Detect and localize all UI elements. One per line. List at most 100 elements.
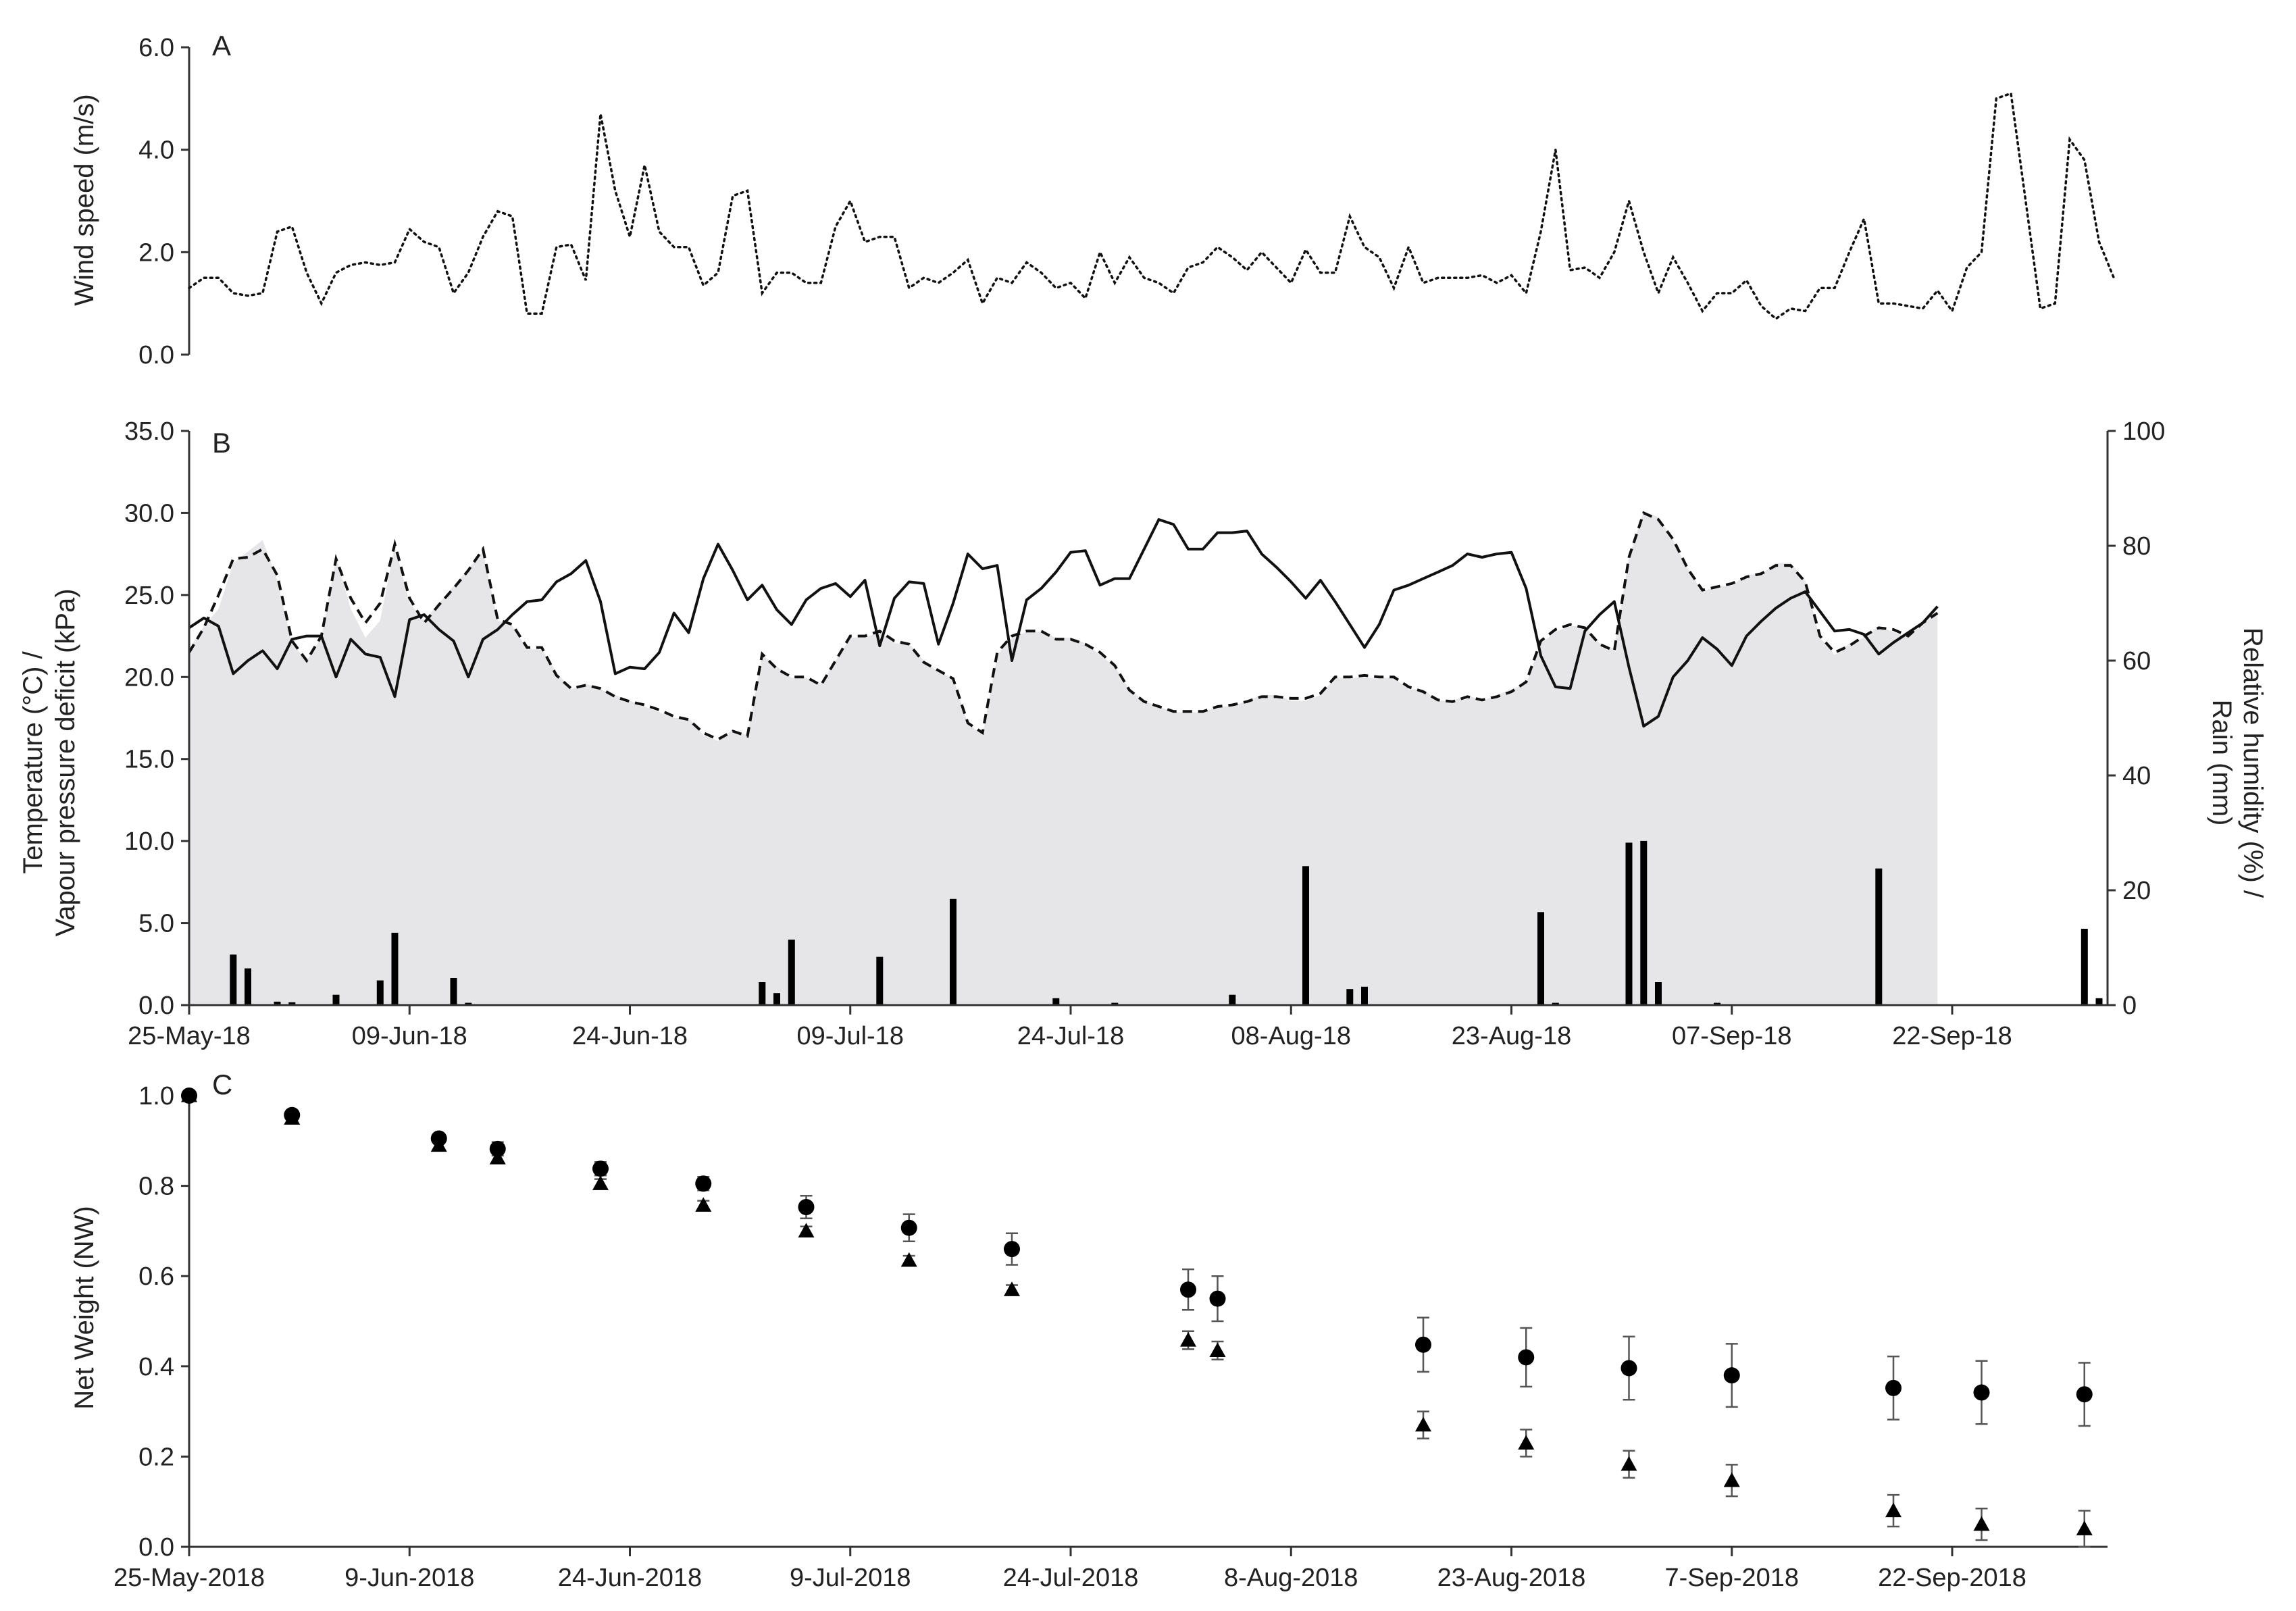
triangle-point bbox=[1973, 1516, 1990, 1531]
panel-c-xtick-label: 23-Aug-2018 bbox=[1437, 1564, 1586, 1592]
circle-point bbox=[1209, 1290, 1226, 1307]
panel-b-ylabel-line2: Vapour pressure deficit (kPa) bbox=[51, 588, 80, 936]
panel-b-xtick-label: 09-Jul-18 bbox=[797, 1022, 904, 1050]
panel-a-ytick-label: 4.0 bbox=[138, 136, 174, 165]
circle-point bbox=[1518, 1349, 1535, 1366]
rain-bar bbox=[788, 940, 795, 1005]
panel-b-xtick-label: 08-Aug-18 bbox=[1231, 1022, 1351, 1050]
rain-bar bbox=[1346, 989, 1354, 1005]
triangle-point bbox=[1518, 1435, 1535, 1450]
circle-point bbox=[798, 1198, 815, 1215]
circle-point bbox=[181, 1088, 197, 1104]
panel-a-ytick-label: 2.0 bbox=[138, 238, 174, 267]
panel-b-xtick-label: 22-Sep-18 bbox=[1892, 1022, 2012, 1050]
panel-b-ytick-label: 20.0 bbox=[124, 663, 174, 692]
panel-b-xtick-label: 24-Jul-18 bbox=[1017, 1022, 1124, 1050]
circle-point bbox=[695, 1175, 712, 1192]
rain-bar bbox=[1361, 986, 1368, 1005]
panel-c-ytick-label: 0.0 bbox=[138, 1533, 174, 1562]
circle-point bbox=[1885, 1379, 1902, 1396]
panel-b-ytick-label: 35.0 bbox=[124, 417, 174, 446]
panel-c-ytick-label: 1.0 bbox=[138, 1082, 174, 1110]
panel-b-xtick-label: 09-Jun-18 bbox=[352, 1022, 467, 1050]
panel-b-xtick-label: 25-May-18 bbox=[128, 1022, 251, 1050]
triangle-point bbox=[1621, 1456, 1637, 1471]
rain-bar bbox=[2081, 929, 2088, 1005]
triangle-point bbox=[1885, 1502, 1902, 1518]
rain-bar bbox=[1229, 994, 1236, 1005]
panel-a-ytick-label: 0.0 bbox=[138, 341, 174, 369]
panel-b-ylabel-right-line2: Rain (mm) bbox=[2207, 700, 2237, 826]
circle-point bbox=[1415, 1336, 1431, 1353]
triangle-point bbox=[1180, 1332, 1196, 1347]
panel-b-ytick-label-right: 60 bbox=[2122, 647, 2151, 675]
rain-bar bbox=[1111, 1002, 1119, 1005]
panel-c-xtick-label: 9-Jun-2018 bbox=[345, 1564, 474, 1592]
rain-bar bbox=[1655, 982, 1662, 1005]
circle-point bbox=[2076, 1386, 2093, 1403]
vapour-pressure-deficit-line bbox=[188, 511, 1939, 741]
circle-point bbox=[1621, 1360, 1637, 1377]
panel-a-ytick-label: 6.0 bbox=[138, 34, 174, 62]
rain-bar bbox=[465, 1002, 472, 1005]
panel-b-label: B bbox=[212, 427, 231, 459]
triangle-point bbox=[1415, 1416, 1431, 1432]
rain-bar bbox=[230, 954, 237, 1005]
circle-point bbox=[430, 1130, 447, 1147]
relative-humidity-area bbox=[189, 511, 1938, 1005]
circle-point bbox=[1180, 1281, 1196, 1298]
triangle-point bbox=[1723, 1472, 1740, 1487]
circle-point bbox=[489, 1140, 506, 1157]
circle-point bbox=[592, 1160, 609, 1177]
rain-bar bbox=[2095, 998, 2103, 1005]
triangle-point bbox=[798, 1223, 815, 1237]
wind-speed-line bbox=[188, 91, 2116, 321]
rain-bar bbox=[391, 932, 399, 1005]
panel-b-ylabel-line1: Temperature (°C) / bbox=[18, 650, 48, 873]
panel-c-xtick-label: 9-Jul-2018 bbox=[790, 1564, 911, 1592]
panel-b-ytick-label: 25.0 bbox=[124, 582, 174, 610]
panel-c-xtick-label: 8-Aug-2018 bbox=[1224, 1564, 1358, 1592]
rain-bar bbox=[773, 993, 780, 1005]
panel-c-xtick-label: 22-Sep-2018 bbox=[1878, 1564, 2026, 1592]
rain-bar bbox=[1625, 842, 1633, 1005]
panel-b-ytick-label-right: 100 bbox=[2122, 417, 2165, 446]
panel-b-ylabel-right-line1: Relative humidity (%) / bbox=[2238, 628, 2268, 898]
panel-b-xtick-label: 24-Jun-18 bbox=[572, 1022, 688, 1050]
triangle-point bbox=[1209, 1342, 1226, 1358]
panel-a: A Wind speed (m/s) 0.0 2.0 4.0 6.0 bbox=[70, 30, 2116, 369]
triangle-point bbox=[900, 1252, 917, 1267]
panel-c-xtick-label: 24-Jul-2018 bbox=[1003, 1564, 1139, 1592]
rain-bar bbox=[288, 1002, 296, 1006]
panel-b: B Temperature (°C) / Vapour pressure def… bbox=[18, 417, 2268, 1050]
panel-b-ytick-label: 5.0 bbox=[138, 910, 174, 938]
rain-bar bbox=[1875, 868, 1883, 1005]
rain-bar bbox=[376, 980, 384, 1005]
rain-bar bbox=[1302, 866, 1309, 1005]
rain-bar bbox=[1552, 1002, 1559, 1005]
circle-point bbox=[900, 1219, 917, 1236]
panel-c-ytick-label: 0.2 bbox=[138, 1443, 174, 1471]
triangle-point bbox=[1004, 1281, 1020, 1296]
rain-bar bbox=[1714, 1002, 1720, 1005]
rain-bar bbox=[274, 1001, 281, 1005]
rain-bar bbox=[1640, 840, 1648, 1005]
panel-a-ylabel: Wind speed (m/s) bbox=[70, 94, 99, 305]
panel-b-ytick-label: 0.0 bbox=[138, 992, 174, 1020]
rain-bar bbox=[1537, 912, 1544, 1005]
panel-c-xtick-label: 7-Sep-2018 bbox=[1664, 1564, 1799, 1592]
panel-c-ytick-label: 0.8 bbox=[138, 1173, 174, 1201]
triangle-point bbox=[695, 1197, 712, 1212]
panel-b-ytick-label: 15.0 bbox=[124, 746, 174, 774]
panel-b-xtick-label: 23-Aug-18 bbox=[1452, 1022, 1571, 1050]
panel-b-ytick-label: 10.0 bbox=[124, 827, 174, 856]
panel-a-label: A bbox=[212, 30, 231, 61]
circle-point bbox=[284, 1106, 301, 1123]
triangle-point bbox=[592, 1175, 609, 1190]
rain-bar bbox=[876, 956, 884, 1005]
circle-point bbox=[1973, 1384, 1990, 1401]
panel-b-ytick-label-right: 40 bbox=[2122, 762, 2151, 790]
panel-b-ytick-label-right: 20 bbox=[2122, 877, 2151, 905]
panel-c-xtick-label: 24-Jun-2018 bbox=[558, 1564, 702, 1592]
